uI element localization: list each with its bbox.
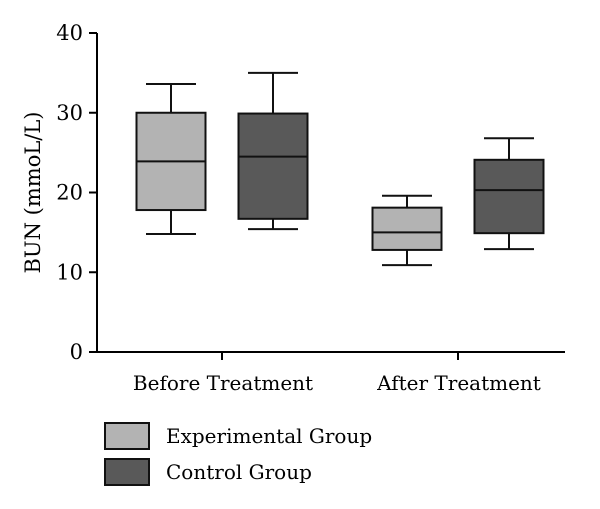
y-axis-title: BUN (mmoL/L)	[21, 111, 45, 273]
category-label: After Treatment	[376, 371, 541, 395]
legend-label: Control Group	[166, 460, 312, 484]
y-tick-label: 0	[70, 340, 83, 364]
box-1-1	[473, 137, 545, 251]
iqr-box	[371, 206, 443, 251]
y-tick-label: 20	[56, 181, 83, 205]
y-tick-label: 10	[56, 260, 83, 284]
y-tick-label: 30	[56, 101, 83, 125]
legend-swatch	[104, 422, 150, 450]
iqr-box	[237, 112, 309, 220]
x-ticks: Before Treatment After Treatment	[133, 352, 541, 395]
category-label: Before Treatment	[133, 371, 313, 395]
legend-label: Experimental Group	[166, 424, 372, 448]
box-0-1	[371, 194, 443, 267]
boxes	[135, 71, 545, 267]
legend: Experimental Group Control Group	[104, 422, 372, 486]
y-tick-label: 40	[56, 21, 83, 45]
legend-swatch	[104, 458, 150, 486]
y-ticks: 0 10 20 30 40	[56, 21, 97, 364]
box-1-0	[237, 71, 309, 231]
iqr-box	[473, 158, 545, 235]
box-0-0	[135, 83, 207, 235]
